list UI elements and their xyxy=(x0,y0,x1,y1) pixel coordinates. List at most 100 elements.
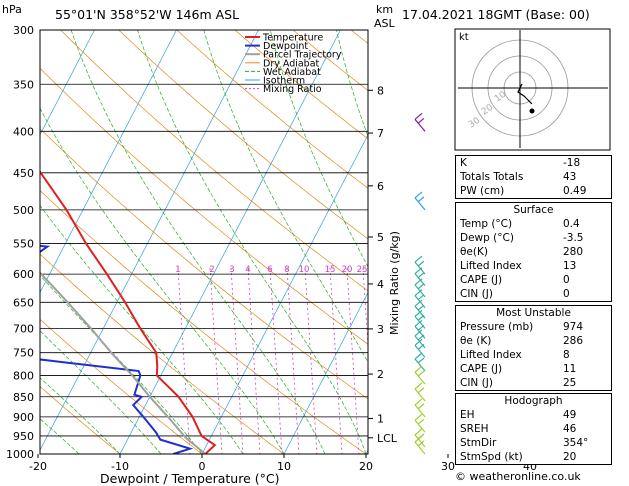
wind-barb-flag xyxy=(417,440,425,447)
pressure-tick-label: 800 xyxy=(13,369,34,382)
wind-barb-flag xyxy=(414,329,423,337)
wind-barb-staff xyxy=(414,335,426,349)
pressure-tick-label: 300 xyxy=(13,24,34,37)
datetime: 17.04.2021 18GMT (Base: 00) xyxy=(402,7,590,22)
mixing-ratio-axis-label: Mixing Ratio (g/kg) xyxy=(388,231,401,335)
mixing-ratio-label: 3 xyxy=(229,265,234,275)
mixing-ratio-line xyxy=(346,267,360,454)
surface-row: Temp (°C) 0.4 xyxy=(460,218,580,230)
legend-label: Wet Adiabat xyxy=(263,67,321,78)
wind-barb-flag xyxy=(417,418,425,425)
wind-barb-flag xyxy=(414,398,423,406)
dry-adiabat-line xyxy=(40,386,121,454)
legend-label: Dewpoint xyxy=(263,41,308,52)
wind-barb-flag xyxy=(417,387,425,394)
height-tick-label: 8 xyxy=(377,84,384,97)
most-unstable-title: Most Unstable xyxy=(496,307,571,319)
wind-barb-staff xyxy=(414,419,426,433)
hodograph-table-title: Hodograph xyxy=(504,395,563,407)
wind-barb-flag xyxy=(417,196,425,203)
temperature-tick-label: 0 xyxy=(199,460,206,473)
height-tick-label: 7 xyxy=(377,127,384,140)
mixing-ratio-line xyxy=(209,267,223,454)
index-row-totals: Totals Totals 43 xyxy=(460,171,577,183)
mixing-ratio-line xyxy=(177,267,191,454)
hodograph: kt 10 20 30 xyxy=(454,28,611,151)
legend-label: Mixing Ratio xyxy=(263,84,322,95)
wind-barb-flag xyxy=(417,314,425,321)
isotherm-line xyxy=(40,30,177,294)
legend-label: Parcel Trajectory xyxy=(263,50,342,61)
surface-row: θe(K) 280 xyxy=(460,246,584,258)
mixing-ratio-line xyxy=(304,267,318,454)
wind-barb-flag xyxy=(414,112,423,120)
legend-label: Dry Adiabat xyxy=(263,58,320,69)
surface-row: Dewp (°C) -3.5 xyxy=(460,232,584,244)
wind-barb-staff xyxy=(414,344,426,358)
pressure-tick-label: 650 xyxy=(13,296,34,309)
index-row-pw: PW (cm) 0.49 xyxy=(460,185,587,197)
height-tick-label: 3 xyxy=(377,323,384,336)
dry-adiabat-line xyxy=(40,128,368,400)
wind-barb-staff xyxy=(414,388,426,402)
temperature-tick-label: 30 xyxy=(441,460,455,473)
pressure-tick-label: 450 xyxy=(13,167,34,180)
storm-motion-marker xyxy=(529,108,535,114)
legend-label: Temperature xyxy=(262,33,323,44)
mixing-ratio-label: 1 xyxy=(175,265,180,275)
hodograph-frame xyxy=(454,28,611,151)
height-tick-label: 5 xyxy=(377,231,384,244)
wind-barb-staff xyxy=(414,434,426,448)
wind-barb-flag xyxy=(414,309,423,317)
wind-barb-flag xyxy=(414,413,423,421)
wind-barb-flag xyxy=(417,370,425,377)
height-tick-label: LCL xyxy=(377,432,398,445)
wet-adiabat-line xyxy=(40,377,121,454)
surface-title: Surface xyxy=(513,204,554,216)
mixing-ratio-line xyxy=(329,267,343,454)
height-tick-label: 2 xyxy=(377,368,384,381)
height-axis-asl: ASL xyxy=(374,17,396,30)
wind-barb-flag xyxy=(414,299,423,307)
pressure-tick-label: 1000 xyxy=(6,448,34,461)
wind-barb-flag xyxy=(414,365,423,373)
pressure-tick-label: 850 xyxy=(13,391,34,404)
wet-adiabat-line xyxy=(40,274,203,454)
mixing-ratio-label: 10 xyxy=(299,265,310,275)
mixing-ratio-line xyxy=(230,267,244,454)
wind-barb-flag xyxy=(414,352,423,360)
wind-barb-staff xyxy=(414,358,426,372)
wind-barb-flag xyxy=(417,283,425,290)
pressure-tick-label: 750 xyxy=(13,347,34,360)
mixing-ratio-label: 25 xyxy=(357,265,368,275)
pressure-tick-label: 700 xyxy=(13,322,34,335)
dry-adiabat-line xyxy=(40,190,367,454)
surface-row: CIN (J) 0 xyxy=(460,288,570,300)
surface-table: Surface Temp (°C) 0.4 Dewp (°C) -3.5 θe(K)… xyxy=(455,202,612,302)
pressure-tick-label: 550 xyxy=(13,237,34,250)
most-unstable-row: Pressure (mb) 974 xyxy=(460,321,584,333)
wind-barb-flag xyxy=(414,319,423,327)
hodograph-row: SREH 46 xyxy=(460,423,577,435)
station-location: 55°01'N 358°52'W 146m ASL xyxy=(55,7,239,22)
isotherm-line xyxy=(119,30,341,454)
hodograph-row: StmSpd (kt) 20 xyxy=(460,451,577,463)
isotherm-line xyxy=(40,30,95,136)
dry-adiabat-line xyxy=(40,318,203,454)
temperature-tick-label: 20 xyxy=(359,460,373,473)
wind-barb-flag xyxy=(414,289,423,297)
wind-barb-flag xyxy=(414,278,423,286)
wind-barb-flag xyxy=(414,338,423,346)
index-row-k: K -18 xyxy=(460,157,581,169)
wind-barb-flag xyxy=(414,435,423,443)
temperature-tick-label: -20 xyxy=(29,460,47,473)
wind-barb-staff xyxy=(414,261,426,275)
hodograph-table: Hodograph EH 49 SREH 46 StmDir 354° StmSpd … xyxy=(455,393,612,465)
temperature-tick-label: 10 xyxy=(277,460,291,473)
dry-adiabat-line xyxy=(40,253,285,454)
wet-adiabat-line xyxy=(137,30,367,454)
mixing-ratio-line xyxy=(247,267,261,454)
credit-text[interactable]: © weatheronline.co.uk xyxy=(455,470,581,483)
